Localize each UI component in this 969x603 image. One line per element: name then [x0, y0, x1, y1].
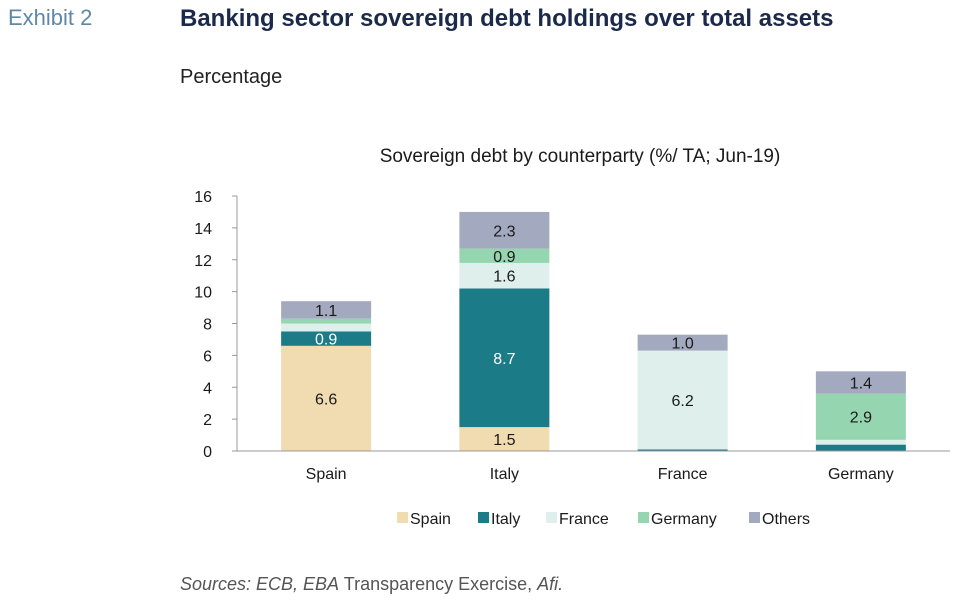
x-tick-label: France: [658, 466, 708, 483]
data-label: 1.0: [672, 336, 694, 353]
data-label: 1.5: [493, 432, 515, 449]
bar-segment: [459, 288, 550, 428]
chart-title: Sovereign debt by counterparty (%/ TA; J…: [380, 146, 781, 167]
y-tick-label: 14: [194, 221, 212, 238]
legend-label: France: [559, 511, 609, 528]
data-label: 2.9: [850, 410, 872, 427]
data-label: 8.7: [493, 351, 515, 368]
data-label: 2.3: [493, 223, 515, 240]
legend-swatch: [478, 512, 489, 523]
bar-segment: [815, 393, 906, 440]
bar-segment: [281, 345, 372, 451]
bar-segment: [459, 427, 550, 451]
legend-label: Germany: [651, 511, 717, 528]
sources-note: Sources: ECB, EBA Transparency Exercise,…: [180, 574, 563, 595]
bar-segment: [459, 211, 550, 249]
bar-segment: [459, 248, 550, 263]
x-tick-label: Spain: [306, 466, 347, 483]
bar-segment: [815, 371, 906, 394]
bar-segment: [637, 334, 728, 351]
legend-swatch: [749, 512, 760, 523]
bar-segment: [637, 350, 728, 450]
legend-label: Spain: [410, 511, 451, 528]
y-tick-label: 4: [203, 380, 212, 397]
data-label: 0.9: [493, 249, 515, 266]
data-label: 6.2: [672, 393, 694, 410]
page-subtitle: Percentage: [180, 66, 283, 88]
exhibit-label: Exhibit 2: [8, 5, 93, 30]
legend-label: Others: [762, 511, 810, 528]
bar-segment: [281, 331, 372, 346]
y-tick-label: 0: [203, 444, 212, 461]
y-tick-label: 2: [203, 412, 212, 429]
legend-swatch: [638, 512, 649, 523]
y-tick-label: 8: [203, 317, 212, 334]
data-label: 1.4: [850, 375, 872, 392]
data-label: 6.6: [315, 391, 337, 408]
bar-segment: [281, 323, 372, 332]
bar-segment: [815, 439, 906, 445]
sources-part-2: Transparency Exercise,: [339, 574, 538, 594]
bar-segment: [815, 444, 906, 451]
x-tick-label: Germany: [828, 466, 894, 483]
x-tick-label: Italy: [490, 466, 519, 483]
sources-part-3: Afi.: [537, 574, 564, 594]
legend-swatch: [546, 512, 557, 523]
bar-segment: [459, 262, 550, 289]
y-tick-label: 6: [203, 348, 212, 365]
page-title: Banking sector sovereign debt holdings o…: [180, 5, 834, 32]
legend-swatch: [397, 512, 408, 523]
sources-part-1: Sources: ECB, EBA: [180, 574, 340, 594]
bar-segment: [281, 318, 372, 324]
y-tick-label: 16: [194, 189, 212, 206]
data-label: 1.1: [315, 303, 337, 320]
y-tick-label: 12: [194, 253, 212, 270]
data-label: 0.9: [315, 332, 337, 349]
data-label: 1.6: [493, 269, 515, 286]
legend-label: Italy: [491, 511, 520, 528]
bar-segment: [281, 301, 372, 319]
y-tick-label: 10: [194, 285, 212, 302]
bar-segment: [637, 449, 728, 451]
